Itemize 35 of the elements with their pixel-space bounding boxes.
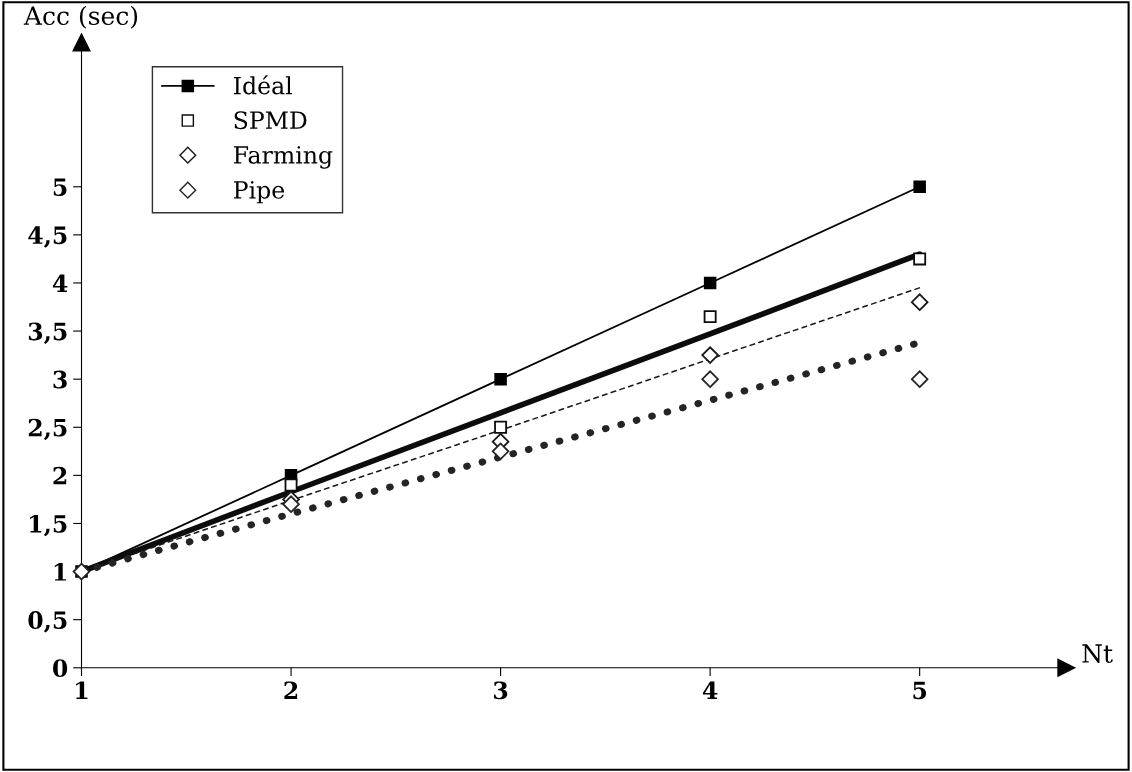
legend-label: SPMD [234,111,307,130]
x-tick-label: 2 [284,681,298,699]
y-tick-label: 1 [54,563,66,581]
x-tick-label: 3 [494,681,508,700]
point [701,370,719,388]
legend-label: Farming [233,146,333,169]
x-axis-title: Nt [1082,644,1113,663]
point [703,276,717,290]
point [913,252,927,266]
y-tick-label: 5 [53,178,67,197]
y-tick-label: 4 [52,274,68,292]
x-tick-label: 4 [702,681,718,699]
point [703,310,717,324]
point [913,180,926,194]
y-tick-label: 3,5 [28,322,67,344]
point [910,293,929,311]
y-tick-label: 4,5 [28,226,67,248]
y-tick-label: 0 [52,659,68,678]
point [284,478,298,492]
y-tick-label: 0,5 [28,611,67,633]
legend-label: Idéal [233,75,293,95]
y-tick-label: 1,5 [30,514,67,537]
point [910,370,929,388]
point [491,442,510,461]
legend-label: Pipe [233,181,285,204]
y-tick-label: 2,5 [28,418,67,441]
point [282,495,300,513]
y-tick-label: 3 [53,370,67,389]
point [494,372,507,386]
point [701,346,719,364]
x-tick-label: 1 [76,681,88,699]
x-tick-label: 5 [913,681,927,700]
y-axis-title: Acc (sec) [23,5,138,29]
y-tick-label: 2 [53,466,67,485]
point [494,420,508,434]
